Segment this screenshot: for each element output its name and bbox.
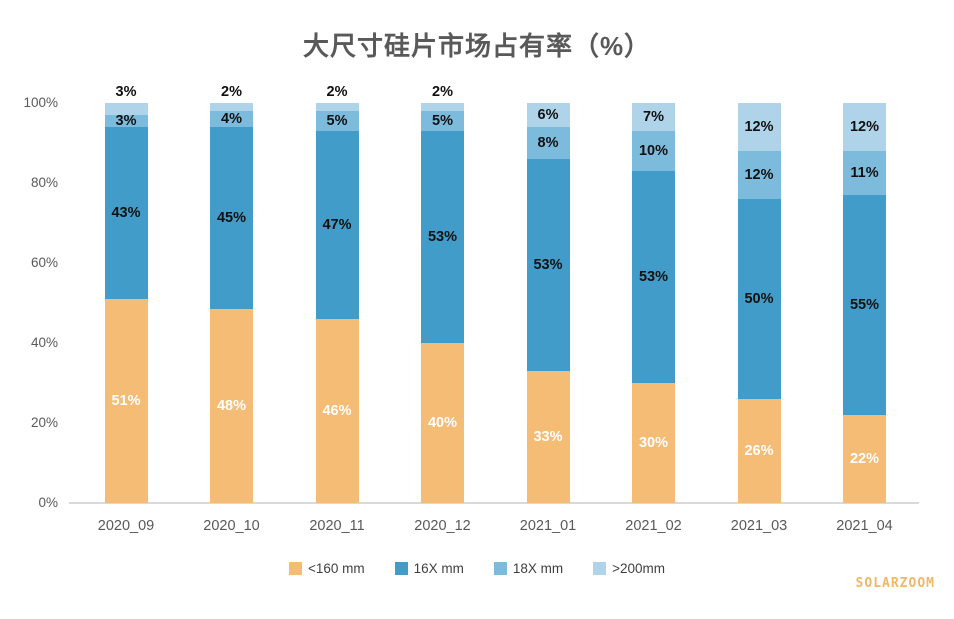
legend-swatch (288, 562, 302, 575)
bar-segment (843, 103, 886, 151)
bar-segment-label: 55% (849, 296, 880, 313)
bar-segment (421, 343, 464, 503)
bar-segment-label: 5% (432, 112, 453, 129)
bar-segment-label: 53% (638, 268, 669, 285)
legend-item: >200mm (593, 561, 665, 576)
y-tick-label: 20% (30, 415, 58, 430)
legend-swatch (394, 562, 408, 575)
bar-top-label: 2% (221, 84, 242, 100)
y-tick-label: 100% (23, 95, 58, 110)
bar-segment (526, 127, 570, 159)
bar-segment-label: 7% (643, 108, 664, 125)
bar-segment-label: 8% (537, 134, 559, 151)
bar-segment (210, 103, 253, 112)
bar-top-label: 2% (432, 84, 453, 100)
legend-label: <160 mm (307, 561, 365, 576)
legend-label: >200mm (612, 561, 666, 576)
legend-swatch (493, 562, 507, 575)
bar-segment-label: 12% (744, 118, 774, 135)
legend-item: 16X mm (394, 561, 464, 576)
legend: <160 mm 16X mm 18X mm >200mm (0, 561, 954, 576)
bar-segment (843, 195, 886, 415)
y-tick-label: 80% (30, 175, 58, 190)
x-axis-label: 2020_11 (309, 518, 365, 534)
x-axis-label: 2021_03 (730, 518, 788, 534)
bar-top-label: 2% (326, 84, 348, 100)
bar-segment (737, 199, 781, 399)
chart-title: 大尺寸硅片市场占有率（%） (302, 31, 652, 61)
legend-swatch (593, 562, 607, 575)
y-tick-label: 60% (30, 255, 58, 270)
bar-segment-label: 40% (427, 414, 458, 431)
bar-segment-label: 5% (326, 112, 348, 129)
bar-segment (421, 131, 464, 343)
x-axis-label: 2020_10 (203, 518, 260, 534)
bar-segment (526, 371, 570, 503)
bar-segment-label: 53% (427, 228, 458, 245)
watermark: SOLARZOOM (855, 576, 935, 591)
bar-segment (315, 131, 359, 319)
bar-segment (632, 103, 675, 131)
bar-segment (104, 299, 148, 503)
y-tick-label: 0% (38, 495, 58, 510)
bar-segment (315, 103, 359, 111)
bar-segment (210, 127, 253, 310)
bar-segment (104, 127, 148, 299)
bar-segment (526, 103, 570, 127)
bar-segment-label: 51% (111, 392, 141, 409)
legend-item: 18X mm (493, 561, 564, 576)
y-tick-label: 40% (30, 335, 58, 350)
bar-segment-label: 26% (744, 442, 774, 459)
bar-top-label: 3% (115, 84, 137, 100)
bar-segment-label: 12% (744, 166, 774, 183)
x-axis-label: 2021_02 (625, 518, 682, 534)
bar-segment-label: 53% (533, 256, 563, 273)
legend-label: 16X mm (413, 561, 464, 576)
bar-segment (843, 415, 886, 503)
x-axis-label: 2020_12 (414, 518, 471, 534)
bar-segment (843, 151, 886, 195)
bar-segment-label: 33% (533, 428, 563, 445)
bar-segment-label: 12% (849, 118, 880, 135)
bar-segment (315, 111, 359, 131)
bar-segment-label: 45% (216, 209, 247, 226)
bar-segment-label: 46% (322, 402, 352, 419)
bar-segment (104, 115, 148, 127)
bar-segment-label: 6% (537, 106, 559, 123)
bar-segment-label: 50% (744, 290, 774, 307)
x-axis-line (69, 502, 919, 504)
bar-segment-label: 30% (638, 434, 669, 451)
bar-segment-label: 10% (638, 142, 669, 159)
x-axis-label: 2021_01 (519, 518, 577, 534)
bar-segment (210, 111, 253, 128)
bar-segment (632, 131, 675, 171)
bar-segment (737, 103, 781, 151)
bar-segment (421, 103, 464, 111)
bar-segment (315, 319, 359, 503)
bar-segment (632, 383, 675, 503)
bar-segment (737, 399, 781, 503)
bar-segment (737, 151, 781, 199)
x-axis-label: 2021_04 (836, 518, 893, 534)
bar-segment-label: 11% (850, 164, 879, 181)
bar-segment-label: 48% (216, 397, 247, 414)
legend-label: 18X mm (512, 561, 564, 576)
bar-segment (526, 159, 570, 371)
bar-segment-label: 22% (849, 450, 880, 467)
bar-segment-label: 47% (322, 216, 352, 233)
bar-segment (104, 103, 148, 115)
bar-segment (210, 309, 253, 503)
legend-item: <160 mm (288, 561, 365, 576)
bar-segment-label: 4% (221, 110, 242, 127)
x-axis-label: 2020_09 (97, 518, 155, 534)
bar-segment (632, 171, 675, 383)
bar-segment-label: 43% (111, 204, 141, 221)
bar-segment-label: 3% (115, 112, 137, 129)
bar-segment (421, 111, 464, 131)
